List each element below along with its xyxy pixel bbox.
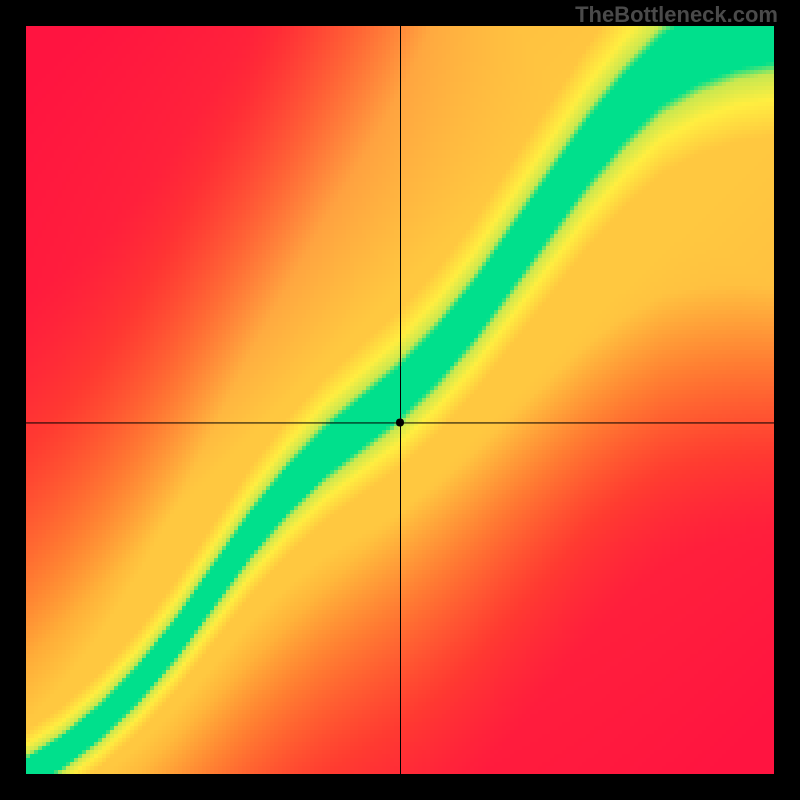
watermark-text: TheBottleneck.com <box>575 2 778 28</box>
chart-container: TheBottleneck.com <box>0 0 800 800</box>
heatmap-plot <box>26 26 774 774</box>
crosshair-overlay <box>26 26 774 774</box>
